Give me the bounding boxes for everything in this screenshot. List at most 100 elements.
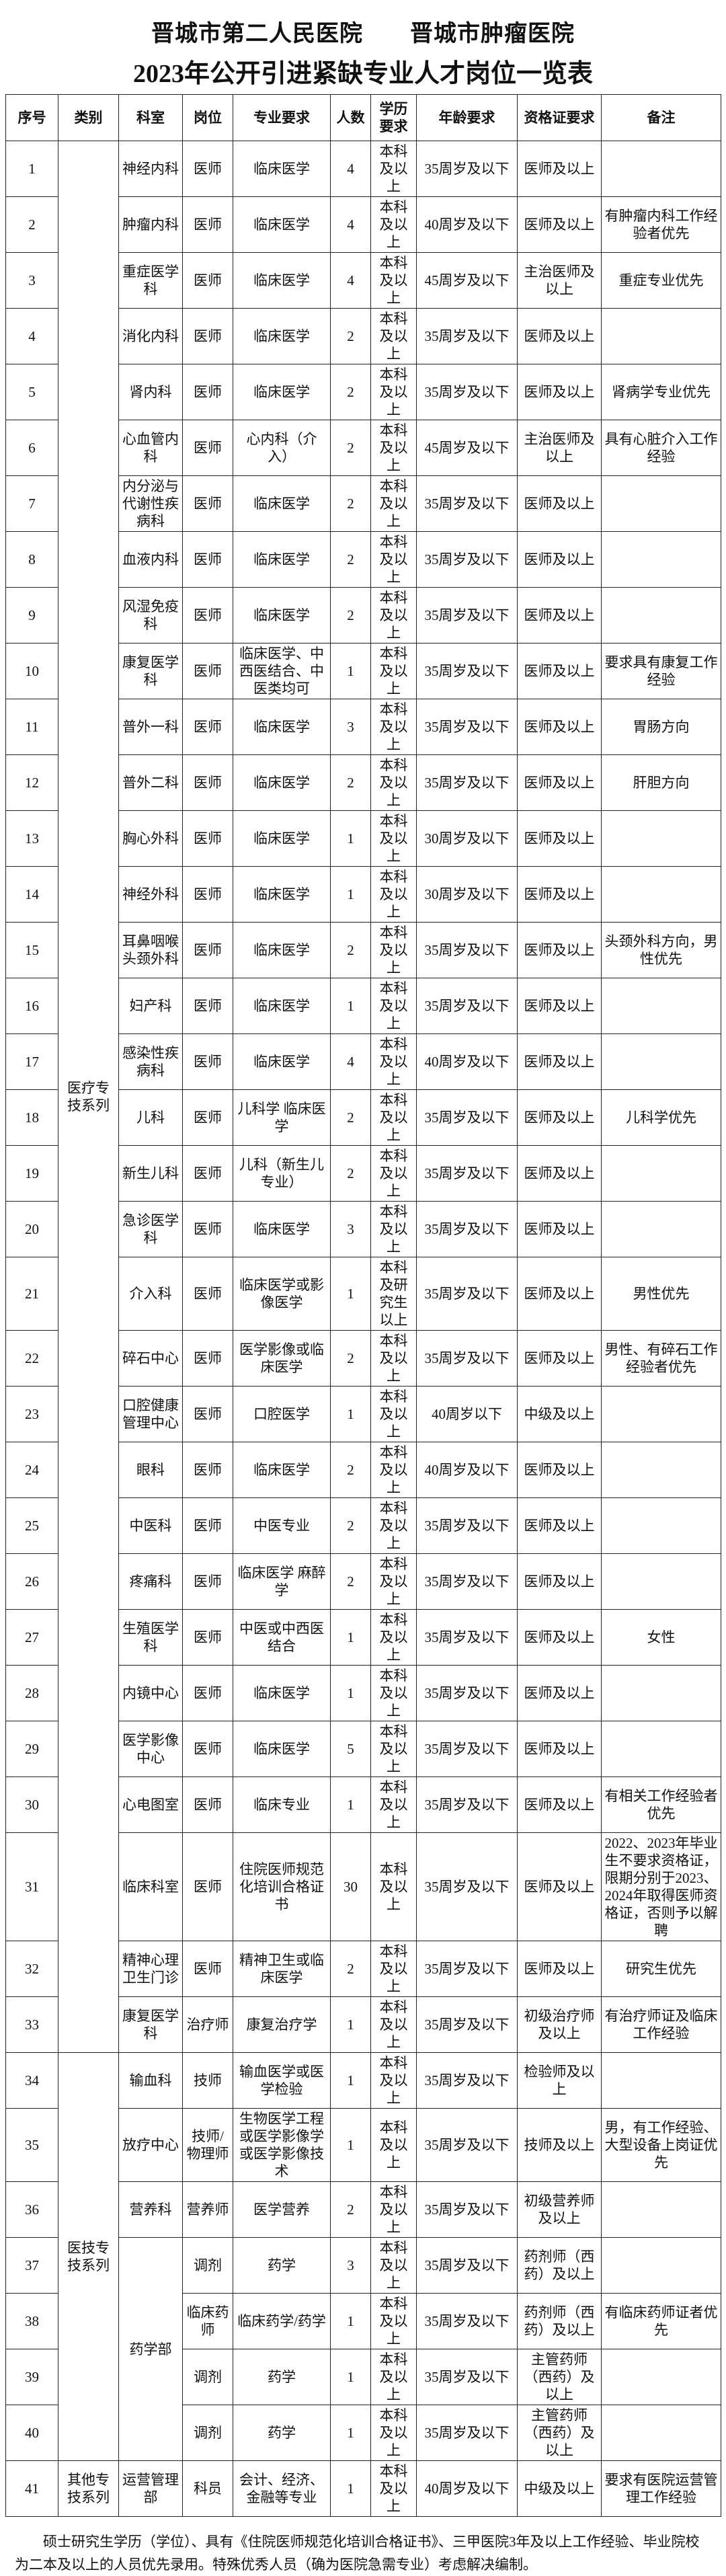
table-row: 41 其他专技系列 运营管理部 科员 会计、经济、金融等专业 1 本科及以上 40周岁及以下中…	[5, 2460, 721, 2517]
major-cell: 临床医学	[233, 308, 331, 364]
major-cell: 临床医学	[233, 699, 331, 755]
row-number-cell: 25	[5, 1497, 58, 1554]
major-cell: 临床医学	[233, 196, 331, 253]
education-cell: 本科及以上	[370, 1553, 417, 1610]
age-cell: 40周岁及以下	[416, 196, 518, 253]
table-row: 11 普外一科 医师 临床医学 3 本科及以上 35周岁及以下 医师及以上 胃肠方向	[5, 699, 721, 755]
row-number-cell: 33	[5, 1996, 58, 2053]
certificate-cell: 药剂师（西药）及以上	[517, 2237, 602, 2294]
column-header: 学历要求	[370, 94, 417, 141]
position-cell: 调剂	[182, 2349, 233, 2405]
remark-cell	[601, 2349, 721, 2405]
certificate-cell: 医师及以上	[517, 1497, 602, 1554]
remark-cell: 有治疗师证及临床工作经验	[601, 1996, 721, 2053]
table-row: 27 生殖医学科 医师 中医或中西医结合 1 本科及以上 35周岁及以下 医师及以上 女性	[5, 1609, 721, 1666]
row-number-cell: 37	[5, 2237, 58, 2294]
department-cell: 放疗中心	[118, 2108, 183, 2182]
column-header: 备注	[601, 94, 721, 141]
row-number-cell: 9	[5, 587, 58, 643]
age-cell: 35周岁及以下	[416, 308, 518, 364]
position-cell: 医师	[182, 922, 233, 978]
row-number-cell: 36	[5, 2181, 58, 2238]
position-cell: 治疗师	[182, 1996, 233, 2053]
major-cell: 临床医学	[233, 1665, 331, 1721]
position-cell: 技师	[182, 2052, 233, 2109]
education-cell: 本科及以上	[370, 866, 417, 923]
certificate-cell: 医师及以上	[517, 1721, 602, 1777]
remark-cell	[601, 810, 721, 867]
education-cell: 本科及以上	[370, 196, 417, 253]
row-number-cell: 29	[5, 1721, 58, 1777]
row-number-cell: 28	[5, 1665, 58, 1721]
remark-cell: 有临床药师证者优先	[601, 2293, 721, 2349]
table-row: 29 医学影像中心 医师 临床医学 5 本科及以上 35周岁及以下 医师及以上	[5, 1721, 721, 1777]
major-cell: 临床医学	[233, 1442, 331, 1498]
column-header: 序号	[5, 94, 58, 141]
headcount-cell: 2	[330, 1145, 371, 1202]
certificate-cell: 医师及以上	[517, 1089, 602, 1146]
major-cell: 临床医学	[233, 1033, 331, 1090]
headcount-cell: 2	[330, 1941, 371, 1997]
table-row: 26 疼痛科 医师 临床医学 麻醉学 2 本科及以上 35周岁及以下 医师及以上	[5, 1553, 721, 1610]
row-number-cell: 7	[5, 475, 58, 532]
remark-cell: 胃肠方向	[601, 699, 721, 755]
position-cell: 医师	[182, 1033, 233, 1090]
remark-cell	[601, 978, 721, 1034]
major-cell: 口腔医学	[233, 1386, 331, 1442]
education-cell: 本科及以上	[370, 252, 417, 309]
certificate-cell: 主管药师（西药）及以上	[517, 2349, 602, 2405]
table-row: 1 医疗专技系列 神经内科 医师 临床医学 4 本科及以上 35周岁及以下 医师及以上	[5, 141, 721, 2053]
row-number-cell: 11	[5, 699, 58, 755]
row-number-cell: 1	[5, 141, 58, 197]
remark-cell	[601, 1201, 721, 1257]
age-cell: 35周岁及以下	[416, 1089, 518, 1146]
remark-cell	[601, 1386, 721, 1442]
major-cell: 临床医学、中西医结合、中医类均可	[233, 643, 331, 699]
department-cell: 普外二科	[118, 754, 183, 811]
education-cell: 本科及以上	[370, 420, 417, 476]
row-number-cell: 35	[5, 2108, 58, 2182]
row-number-cell: 38	[5, 2293, 58, 2349]
row-number-cell: 18	[5, 1089, 58, 1146]
age-cell: 35周岁及以下	[416, 1941, 518, 1997]
headcount-cell: 2	[330, 531, 371, 588]
education-cell: 本科及以上	[370, 1497, 417, 1554]
age-cell: 30周岁及以下	[416, 866, 518, 923]
major-cell: 临床医学	[233, 866, 331, 923]
education-cell: 本科及以上	[370, 1941, 417, 1997]
certificate-cell: 医师及以上	[517, 587, 602, 643]
age-cell: 35周岁及以下	[416, 1721, 518, 1777]
headcount-cell: 1	[330, 643, 371, 699]
department-cell: 肾内科	[118, 364, 183, 420]
department-cell: 普外一科	[118, 699, 183, 755]
remark-cell	[601, 866, 721, 923]
major-cell: 临床医学	[233, 1721, 331, 1777]
column-header: 岗位	[182, 94, 233, 141]
row-number-cell: 14	[5, 866, 58, 923]
age-cell: 35周岁及以下	[416, 2108, 518, 2182]
headcount-cell: 2	[330, 420, 371, 476]
department-cell: 疼痛科	[118, 1553, 183, 1610]
age-cell: 35周岁及以下	[416, 1777, 518, 1833]
row-number-cell: 5	[5, 364, 58, 420]
education-cell: 本科及以上	[370, 754, 417, 811]
department-cell: 消化内科	[118, 308, 183, 364]
remark-cell	[601, 1665, 721, 1721]
row-number-cell: 32	[5, 1941, 58, 1997]
position-cell: 医师	[182, 1089, 233, 1146]
remark-cell: 头颈外科方向，男性优先	[601, 922, 721, 978]
table-row: 38 临床药师 临床药学/药学 1 本科及以上 35周岁及以下 药剂师（西药）及以上 有临床药…	[5, 2293, 721, 2349]
row-number-cell: 6	[5, 420, 58, 476]
headcount-cell: 3	[330, 2237, 371, 2294]
major-cell: 康复治疗学	[233, 1996, 331, 2053]
certificate-cell: 医师及以上	[517, 866, 602, 923]
major-cell: 临床医学	[233, 475, 331, 532]
position-cell: 医师	[182, 252, 233, 309]
major-cell: 药学	[233, 2405, 331, 2461]
remark-cell	[601, 2052, 721, 2109]
headcount-cell: 1	[330, 1665, 371, 1721]
row-number-cell: 30	[5, 1777, 58, 1833]
major-cell: 临床医学	[233, 754, 331, 811]
age-cell: 35周岁及以下	[416, 2405, 518, 2461]
headcount-cell: 2	[330, 1442, 371, 1498]
